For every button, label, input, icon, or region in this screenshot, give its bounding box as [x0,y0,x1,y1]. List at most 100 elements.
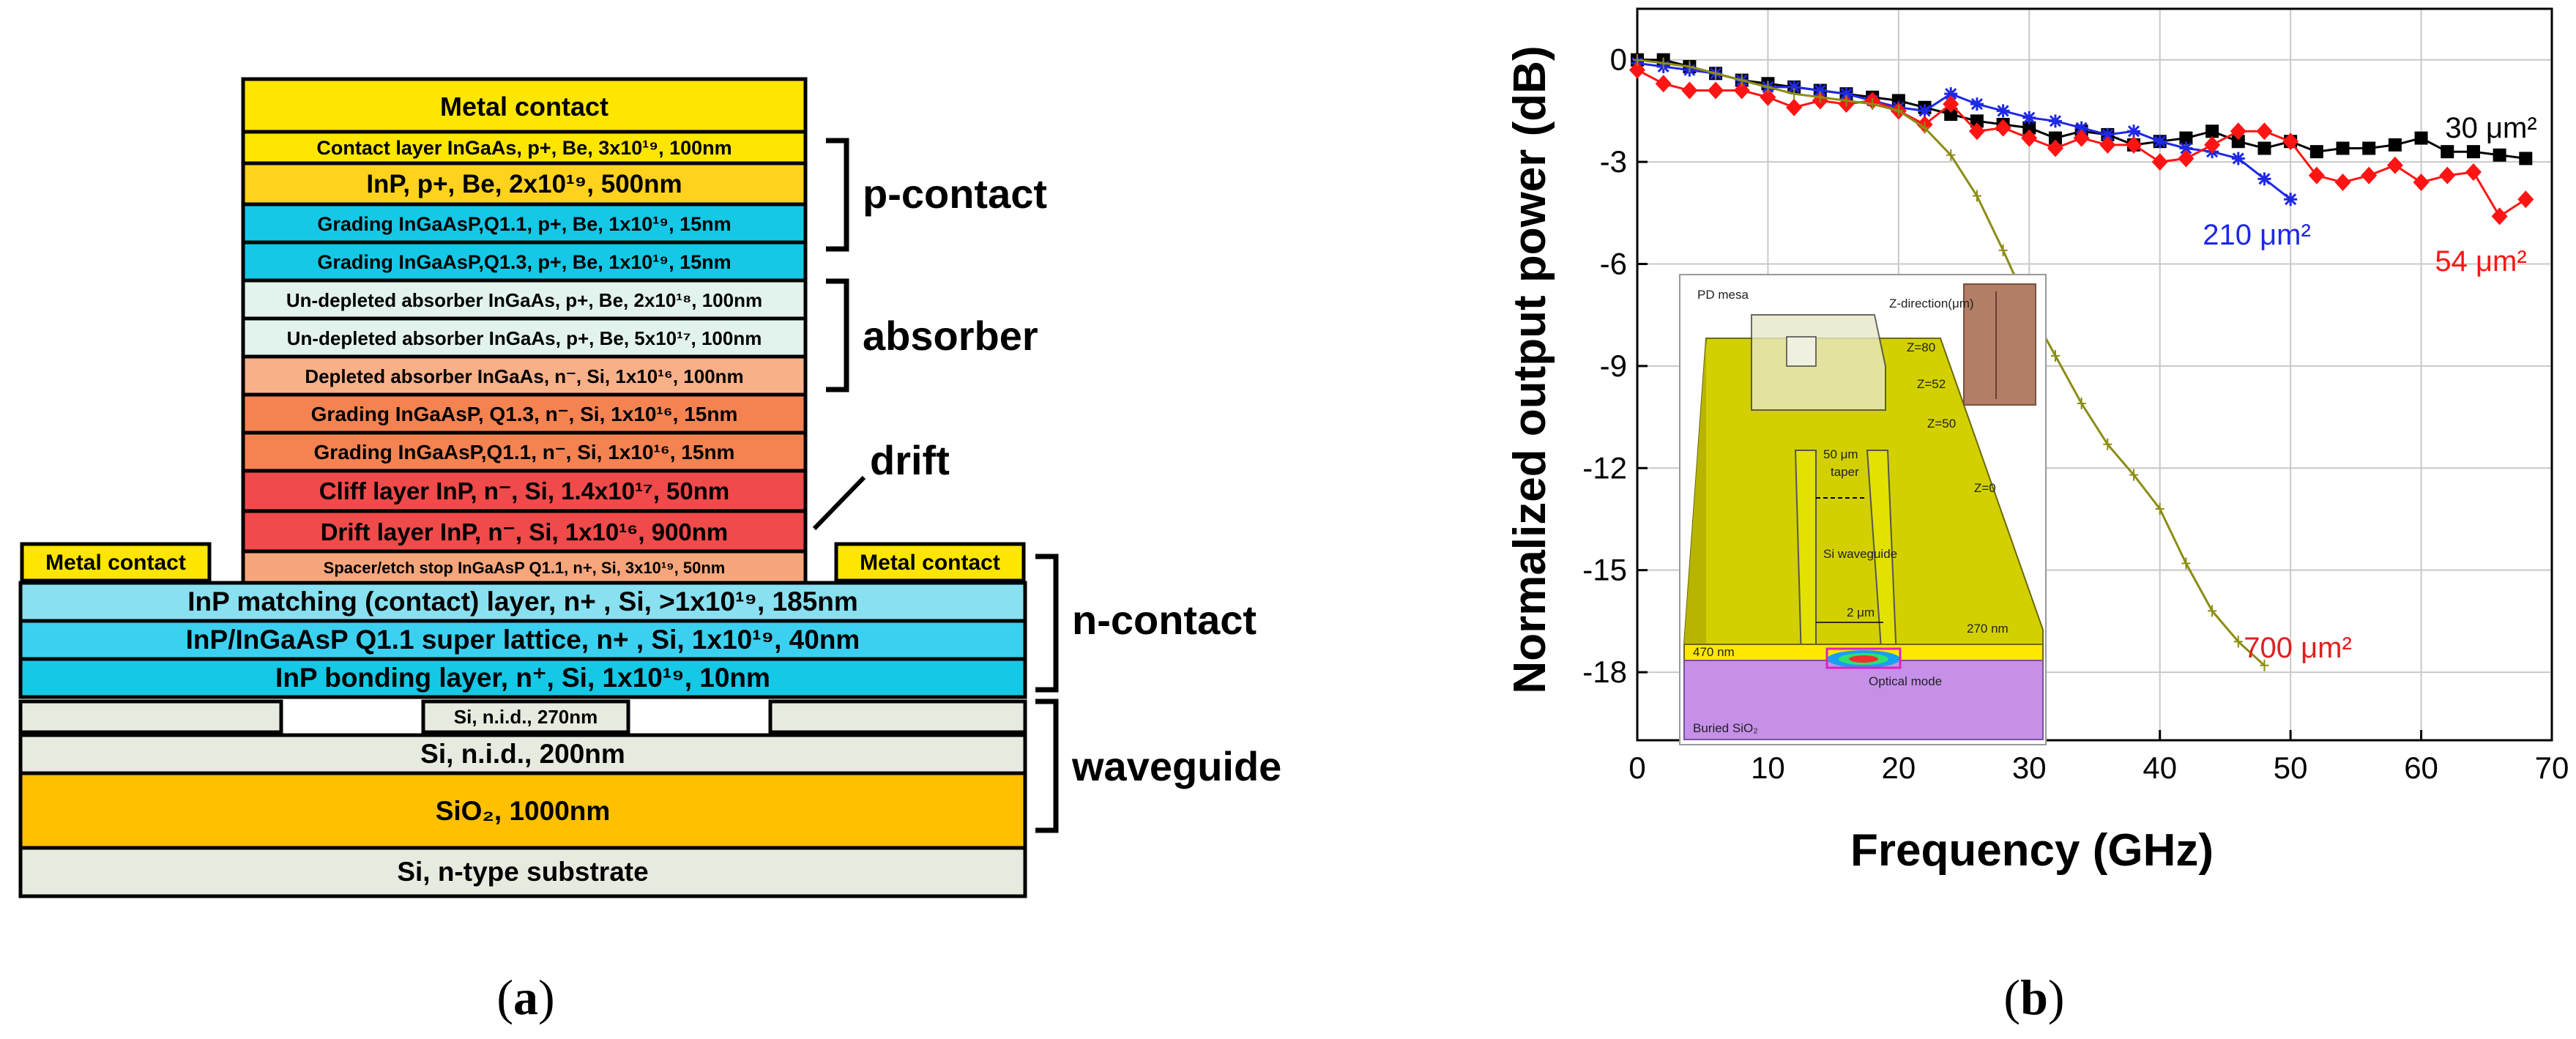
data-point [2334,173,2351,191]
caption-a: (a) [496,969,554,1025]
data-point [1786,98,1803,116]
y-tick-label: 0 [1610,42,1627,77]
metal-contact-right-label: Metal contact [860,551,1000,575]
data-point [1944,108,1958,122]
x-tick-label: 50 [2274,751,2308,785]
layer-grading-q11-p: Grading InGaAsP,Q1.1, p+, Be, 1x10¹⁹, 15… [241,202,808,245]
data-point [2256,122,2273,141]
data-point [2022,121,2036,135]
data-point [2388,138,2402,152]
grading-q13-n-label: Grading InGaAsP, Q1.3, n⁻, Si, 1x10¹⁶, 1… [311,403,738,425]
data-point [2362,141,2376,155]
drift-pointer [812,475,866,531]
data-point [2208,605,2217,617]
data-point [2361,166,2378,185]
group-label-absorber: absorber [863,313,1038,359]
data-point [2465,163,2482,182]
data-point [1946,149,1956,161]
data-point [1996,104,2010,118]
y-tick-label: -15 [1582,553,1627,587]
data-point [2466,145,2480,159]
sio2-label: SiO₂, 1000nm [436,796,611,826]
data-point [1685,60,1694,72]
series-label: 700 μm² [2244,632,2352,664]
data-point [2074,121,2088,135]
y-axis-title: Normalized output power (dB) [1505,45,1555,693]
layer-superlattice: InP/InGaAsP Q1.1 super lattice, n+ , Si,… [18,619,1027,661]
layer-grading-q13-n: Grading InGaAsP, Q1.3, n⁻, Si, 1x10¹⁶, 1… [241,392,808,435]
optical-mode-box [1825,647,1902,669]
inset-z50-label: Z=50 [1927,417,1956,431]
layer-sio2: SiO₂, 1000nm [18,771,1027,850]
y-tick-label: -18 [1582,655,1627,689]
data-point [2099,135,2116,154]
data-point [1918,104,1932,118]
superlattice-label: InP/InGaAsP Q1.1 super lattice, n+ , Si,… [186,625,860,655]
inset-z52-label: Z=52 [1917,377,1946,391]
x-tick-label: 0 [1628,751,1645,785]
x-tick-label: 20 [1881,751,1916,785]
data-point [1944,87,1958,101]
inset-z0-label: Z=0 [1974,481,1996,495]
data-point [1737,74,1746,86]
data-point [2178,149,2195,168]
data-point [1868,98,1877,111]
data-point [1708,81,1724,100]
data-point [2257,172,2271,186]
metal-contact-left: Metal contact [20,542,212,583]
data-point [1711,67,1721,80]
data-point [1839,87,1853,101]
data-point [2021,129,2038,147]
series-label: 210 μm² [2203,219,2311,251]
x-tick-label: 70 [2535,751,2569,785]
data-point [1972,190,1981,202]
data-point [2181,557,2191,570]
data-point [1815,91,1825,103]
group-label-waveguide: waveguide [1071,743,1281,789]
data-point [2022,111,2036,124]
data-point [2048,131,2062,145]
chart-axes [1636,7,2553,742]
grading-q11-p-label: Grading InGaAsP,Q1.1, p+, Be, 1x10¹⁹, 15… [317,213,731,235]
data-point [2155,503,2164,515]
data-point [2205,124,2219,138]
bonding-label: InP bonding layer, n⁺, Si, 1x10¹⁹, 10nm [275,663,770,693]
data-point [2386,156,2403,174]
data-point [1968,122,1985,141]
si-200-label: Si, n.i.d., 200nm [420,739,625,769]
data-point [2127,124,2141,138]
pd-mesa [1751,314,1886,411]
data-point [2048,114,2062,128]
y-tick-label: -9 [1600,349,1627,383]
inset-pd-mesa-label: PD mesa [1697,288,1749,302]
data-point [2153,135,2167,149]
data-point [2309,145,2323,159]
inset-taper-length-label: 50 μm [1823,447,1858,461]
depleted-label: Depleted absorber InGaAs, n⁻, Si, 1x10¹⁶… [305,365,743,387]
metal-contact-left-label: Metal contact [45,551,186,575]
data-point [2126,135,2143,154]
inset-z80-label: Z=80 [1907,340,1935,354]
inset-2um-label: 2 μm [1847,606,1875,619]
data-point [1633,53,1642,66]
series-label: 30 μm² [2445,112,2536,144]
microscope-photo [1963,283,2036,406]
cliff-label: Cliff layer InP, n⁻, Si, 1.4x10¹⁷, 50nm [319,477,729,504]
substrate-label: Si, n-type substrate [397,857,648,887]
data-point [1970,114,1984,128]
buried-oxide [1683,660,2044,740]
bracket-waveguide [1035,699,1059,833]
data-point [1790,88,1799,100]
data-point [2519,152,2533,165]
data-point [2493,148,2506,162]
x-tick-label: 30 [2012,751,2047,785]
layer-grading-q13-p: Grading InGaAsP,Q1.3, p+, Be, 1x10¹⁹, 15… [241,240,808,283]
data-point [1998,244,2008,256]
data-point [1894,105,1903,117]
bracket-p-contact [826,138,849,252]
layer-spacer: Spacer/etch stop InGaAsP Q1.1, n+, Si, 3… [241,549,808,585]
inp-p-label: InP, p+, Be, 2x10¹⁹, 500nm [366,170,682,198]
undepleted-2-label: Un-depleted absorber InGaAs, p+, Be, 5x1… [287,327,762,349]
data-point [2129,469,2139,481]
layer-undepleted-2: Un-depleted absorber InGaAs, p+, Be, 5x1… [241,316,808,359]
